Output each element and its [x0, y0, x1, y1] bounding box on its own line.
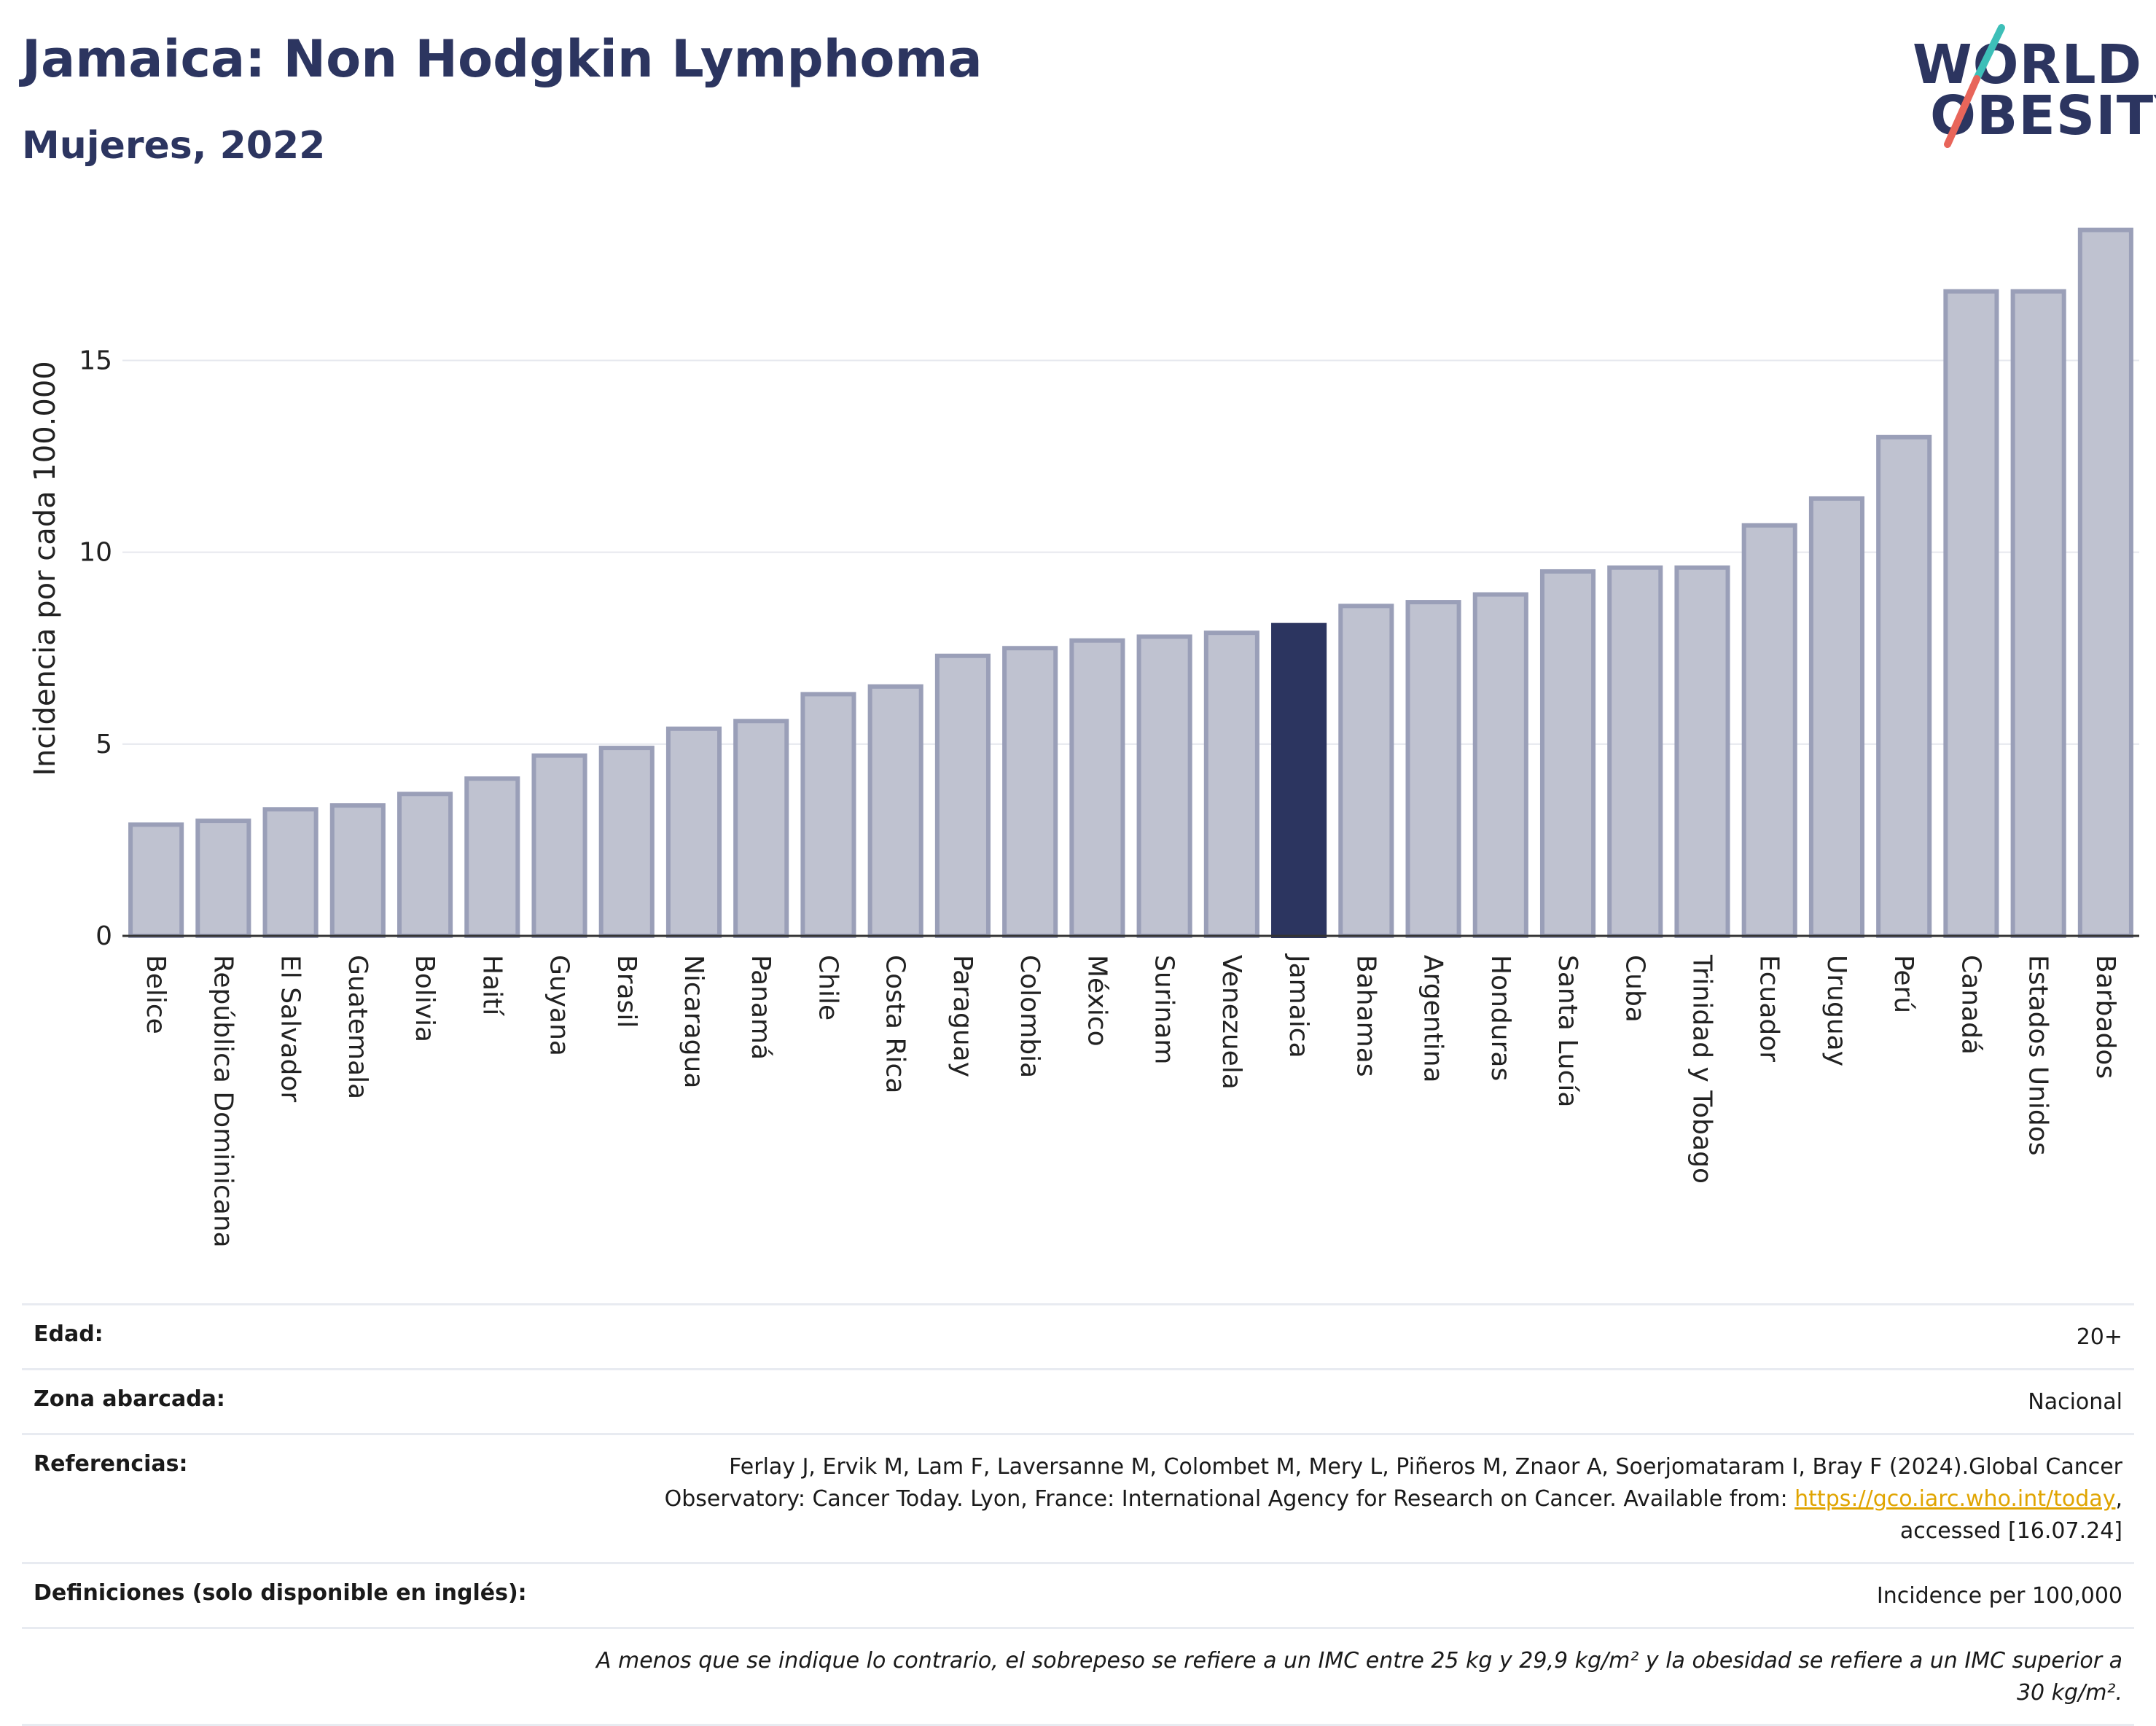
- bar-nicaragua: [665, 726, 722, 938]
- bar-chart: 0 5 10 15 Belice República Dominicana El Salva…: [28, 227, 2139, 1248]
- page-title: Jamaica: Non Hodgkin Lymphoma: [22, 29, 983, 89]
- bar-bolivia: [397, 792, 453, 938]
- bar-guatemala: [329, 803, 386, 938]
- x-tick-label: Santa Lucía: [1552, 955, 1582, 1107]
- bar-costa-rica: [867, 684, 923, 938]
- x-tick-label: República Dominicana: [208, 955, 238, 1248]
- x-tick-label: Ecuador: [1754, 955, 1784, 1062]
- references-label: Referencias:: [34, 1451, 188, 1477]
- references-link[interactable]: https://gco.iarc.who.int/today: [1794, 1486, 2116, 1512]
- bar-colombia: [1002, 646, 1058, 938]
- definitions-value: Incidence per 100,000: [1876, 1583, 2122, 1609]
- x-tick-label: Nicaragua: [679, 955, 708, 1088]
- references-tail: , accessed [16.07.24]: [1899, 1486, 2122, 1544]
- info-row-age: Edad: 20+: [22, 1305, 2134, 1370]
- x-tick-label: Venezuela: [1216, 955, 1246, 1090]
- bar-paraguay: [934, 653, 991, 938]
- world-obesity-logo: WORLD OBESITY: [1895, 22, 2156, 153]
- label-layer: 0 5 10 15 Belice República Dominicana El Salva…: [79, 345, 2139, 1248]
- x-tick-label: México: [1082, 955, 1112, 1047]
- bar-surinam: [1136, 634, 1192, 938]
- bar-barbados: [2077, 227, 2133, 939]
- bar-bahamas: [1338, 604, 1394, 939]
- bar-el-salvador: [262, 807, 319, 938]
- x-tick-label: Perú: [1889, 955, 1918, 1013]
- info-row-footnote: A menos que se indique lo contrario, el …: [22, 1629, 2134, 1726]
- x-tick-label: Trinidad y Tobago: [1687, 954, 1716, 1184]
- x-tick-label: Argentina: [1418, 955, 1448, 1083]
- area-value: Nacional: [2028, 1389, 2122, 1415]
- bar-panam-: [733, 719, 789, 938]
- x-tick-label: Bolivia: [410, 955, 440, 1042]
- x-tick-label: Guatemala: [343, 955, 372, 1099]
- x-tick-label: Belice: [141, 955, 171, 1034]
- bar-honduras: [1472, 592, 1528, 938]
- x-tick-label: Canadá: [1956, 955, 1985, 1055]
- y-tick-label: 0: [95, 921, 112, 951]
- info-row-references: Referencias: Ferlay J, Ervik M, Lam F, L…: [22, 1435, 2134, 1564]
- x-tick-label: Barbados: [2090, 955, 2120, 1079]
- x-tick-label: Estados Unidos: [2023, 955, 2053, 1156]
- bar-venezuela: [1203, 630, 1259, 938]
- x-tick-label: Cuba: [1620, 955, 1649, 1023]
- x-tick-label: Costa Rica: [880, 955, 910, 1093]
- age-value: 20+: [2076, 1324, 2122, 1350]
- bar-m-xico: [1069, 638, 1125, 938]
- page-subtitle: Mujeres, 2022: [22, 124, 326, 168]
- info-row-area: Zona abarcada: Nacional: [22, 1370, 2134, 1435]
- info-table: Edad: 20+ Zona abarcada: Nacional Refere…: [22, 1303, 2134, 1726]
- bar-jamaica: [1271, 622, 1327, 939]
- age-label: Edad:: [34, 1321, 103, 1347]
- x-tick-label: Bahamas: [1351, 955, 1380, 1077]
- logo-slash-icon: [1944, 24, 2005, 148]
- grid-layer: [122, 359, 2139, 745]
- bar-rep-blica-dominicana: [195, 819, 251, 939]
- y-axis-title: Incidencia por cada 100.000: [28, 361, 62, 776]
- bar-trinidad-y-tobago: [1674, 565, 1730, 938]
- y-tick-label: 10: [79, 538, 112, 568]
- references-text: Ferlay J, Ervik M, Lam F, Laversanne M, …: [664, 1454, 2122, 1512]
- x-tick-label: Jamaica: [1284, 953, 1313, 1058]
- x-tick-label: Honduras: [1485, 955, 1515, 1081]
- x-tick-label: Uruguay: [1821, 955, 1851, 1066]
- bar-santa-luc-a: [1539, 569, 1596, 939]
- references-value: Ferlay J, Ervik M, Lam F, Laversanne M, …: [592, 1451, 2122, 1547]
- bar-layer: [128, 227, 2133, 939]
- bar-guyana: [531, 753, 587, 938]
- bar-argentina: [1405, 600, 1461, 938]
- area-label: Zona abarcada:: [34, 1386, 225, 1412]
- info-row-definitions: Definiciones (solo disponible en inglés)…: [22, 1564, 2134, 1629]
- x-tick-label: El Salvador: [276, 955, 305, 1102]
- bar-belice: [128, 822, 184, 939]
- bar-cuba: [1607, 565, 1663, 938]
- bar-ecuador: [1741, 523, 1797, 938]
- bar-brasil: [598, 746, 655, 939]
- x-tick-label: Brasil: [612, 955, 641, 1028]
- x-tick-label: Paraguay: [948, 955, 977, 1077]
- bar-canad-: [1943, 289, 1999, 938]
- footnote-text: A menos que se indique lo contrario, el …: [595, 1648, 2122, 1706]
- y-tick-label: 15: [79, 345, 112, 375]
- bar-hait-: [464, 776, 520, 939]
- bar-chile: [800, 692, 856, 938]
- definitions-label: Definiciones (solo disponible en inglés)…: [34, 1580, 527, 1606]
- bar-estados-unidos: [2010, 289, 2066, 938]
- x-tick-label: Haití: [477, 955, 507, 1016]
- bar-uruguay: [1808, 496, 1864, 938]
- x-tick-label: Colombia: [1015, 955, 1044, 1078]
- bar-per-: [1876, 434, 1932, 938]
- y-tick-label: 5: [95, 730, 112, 759]
- x-tick-label: Surinam: [1149, 955, 1179, 1064]
- x-tick-label: Panamá: [746, 955, 776, 1060]
- logo-line1: WORLD: [1913, 34, 2143, 96]
- x-tick-label: Chile: [813, 955, 843, 1020]
- x-tick-label: Guyana: [544, 955, 574, 1056]
